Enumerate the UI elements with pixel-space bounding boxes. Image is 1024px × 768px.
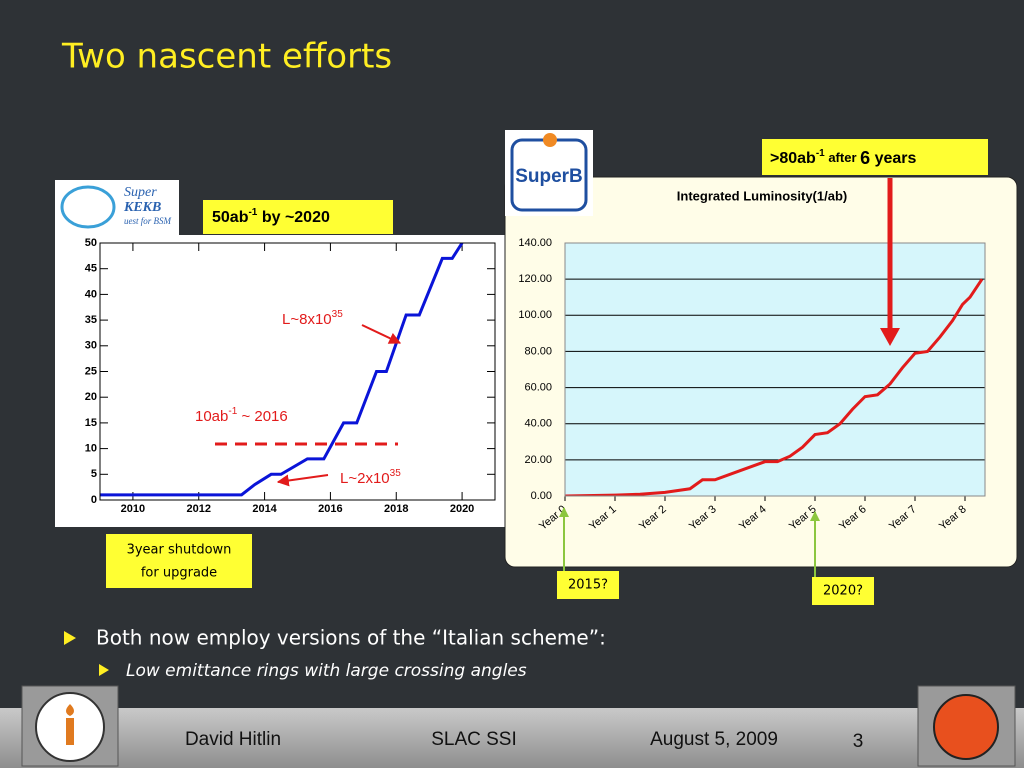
annotation: >80ab-1 after 6 years: [770, 148, 917, 168]
annotation: 2015?: [568, 578, 608, 593]
sub-bullet: Low emittance rings with large crossing …: [126, 661, 527, 681]
kekb-logo-text: uest for BSM: [124, 216, 171, 226]
kekb-chart-bg: [55, 235, 505, 527]
y-tick-label: 15: [85, 417, 97, 429]
y-tick-label: 20: [85, 391, 97, 403]
arrow: [276, 474, 329, 487]
superb-logo-text: SuperB: [515, 166, 583, 187]
footer-date: August 5, 2009: [650, 729, 778, 750]
annotation: L~8x1035: [282, 309, 343, 328]
group-logo: [933, 694, 999, 760]
y-tick-label: 10: [85, 443, 97, 455]
plot-frame: [99, 242, 496, 501]
annotation-box: [106, 534, 252, 588]
annotation-text: >80ab: [770, 150, 816, 167]
annotation: 10ab-1 ~ 2016: [195, 406, 288, 425]
footer-bar: [0, 708, 1024, 768]
y-tick-label: 40: [85, 288, 97, 300]
y-tick-label: 0.00: [531, 490, 552, 502]
annotation: 3year shutdown: [127, 543, 232, 558]
annotation: L~2x1035: [340, 468, 401, 487]
x-tick-label: 2018: [384, 503, 408, 515]
y-tick-label: 140.00: [518, 237, 552, 249]
y-tick-label: 30: [85, 340, 97, 352]
data-line: [100, 243, 464, 497]
x-tick-label: 2010: [121, 503, 145, 515]
annotation-box: [762, 139, 988, 175]
kekb-logo-ring: [60, 185, 116, 229]
y-tick-label: 50: [85, 237, 97, 249]
bullet-marker: [99, 664, 109, 676]
arrowhead: [880, 328, 900, 346]
annotation: 2020?: [823, 584, 863, 599]
x-tick-label: 2012: [187, 503, 211, 515]
y-tick-label: 25: [85, 365, 97, 377]
annotation-text: L~8x10: [282, 311, 332, 328]
annotation: 50ab-1 by ~2020: [212, 207, 330, 226]
bullet: Both now employ versions of the “Italian…: [96, 626, 606, 650]
annotation-text: years: [870, 150, 916, 167]
superb-logo-dot: [543, 133, 557, 147]
y-tick-label: 80.00: [524, 345, 552, 357]
chart-title: Integrated Luminosity(1/ab): [677, 188, 847, 203]
annotation-box: [203, 200, 393, 234]
annotation-text: by ~2020: [257, 209, 330, 226]
annotation-text: 35: [332, 309, 344, 320]
x-tick-label: 2014: [252, 503, 277, 515]
annotation-text: 35: [390, 468, 402, 479]
annotation-text: 6: [860, 148, 870, 168]
annotation-text: L~2x10: [340, 470, 390, 487]
annotation-text: -1: [816, 148, 825, 159]
annotation-box: [812, 577, 874, 605]
x-tick-label: 2020: [450, 503, 474, 515]
y-tick-label: 100.00: [518, 309, 552, 321]
y-tick-label: 5: [91, 468, 97, 480]
annotation: for upgrade: [141, 566, 217, 581]
annotation-text: after: [825, 150, 860, 165]
annotation-box: [557, 571, 619, 599]
plot-area: [565, 243, 985, 496]
kekb-logo-text: KEKB: [123, 200, 161, 215]
kekb-logo-text: Super: [124, 185, 157, 200]
footer-venue: SLAC SSI: [431, 729, 517, 750]
annotation-text: 50ab: [212, 209, 249, 226]
data-line: [565, 278, 984, 496]
annotation-text: -1: [228, 406, 237, 417]
y-tick-label: 35: [85, 314, 97, 326]
footer-page: 3: [853, 731, 864, 752]
y-tick-label: 20.00: [524, 454, 552, 466]
annotation-text: -1: [248, 207, 257, 218]
x-tick-label: 2016: [318, 503, 342, 515]
caltech-torch: [66, 704, 74, 745]
arrow: [361, 324, 402, 344]
y-tick-label: 60.00: [524, 381, 552, 393]
bullet-marker: [64, 631, 76, 645]
plot-frame: [564, 242, 986, 497]
y-tick-label: 45: [85, 263, 97, 275]
y-tick-label: 0: [91, 494, 97, 506]
slide-title: Two nascent efforts: [61, 37, 392, 77]
annotation-text: ~ 2016: [237, 408, 287, 425]
annotation-text: 10ab: [195, 408, 228, 425]
footer-author: David Hitlin: [185, 729, 281, 750]
y-tick-label: 40.00: [524, 418, 552, 430]
y-tick-label: 120.00: [518, 273, 552, 285]
